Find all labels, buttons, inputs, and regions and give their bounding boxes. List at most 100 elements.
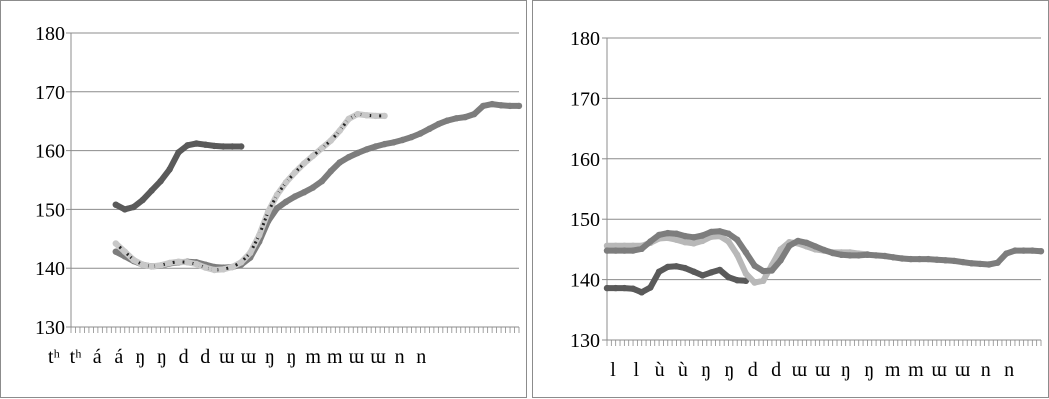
x-tick-label: n (395, 346, 405, 368)
data-point (612, 284, 619, 292)
data-point (336, 127, 343, 134)
data-point (768, 267, 776, 274)
data-point (121, 206, 128, 213)
data-point (933, 256, 940, 263)
data-point (977, 260, 984, 268)
data-point (638, 245, 645, 252)
x-tick-label: ɯ (370, 346, 386, 368)
y-tick-label: 170 (570, 88, 600, 110)
series-line (112, 101, 522, 271)
data-point (621, 284, 628, 292)
data-point (354, 110, 361, 118)
data-point (264, 208, 272, 215)
data-point (139, 196, 146, 204)
x-tick-label: á (114, 346, 123, 368)
data-point (112, 240, 120, 247)
data-point (488, 100, 496, 108)
data-point (506, 102, 514, 110)
data-point (139, 261, 146, 268)
x-tick-label: d (771, 359, 781, 381)
data-point (202, 141, 209, 148)
data-point (148, 187, 155, 194)
data-point (184, 259, 191, 266)
data-point (462, 113, 469, 121)
data-point (318, 178, 326, 185)
y-tick-label: 130 (570, 330, 600, 352)
x-tick-label: ɯ (349, 346, 365, 368)
y-tick-label: 160 (35, 141, 65, 163)
series-dotted (112, 110, 388, 274)
series-dark (603, 263, 750, 296)
x-tick-label: ɯ (219, 346, 235, 368)
data-point (890, 254, 897, 261)
data-point (968, 260, 975, 267)
data-point (603, 242, 611, 249)
data-point (925, 255, 932, 263)
data-point (959, 258, 967, 266)
data-point (426, 125, 433, 132)
data-point (612, 242, 619, 249)
data-point (898, 255, 906, 262)
x-tick-label: ɯ (241, 346, 257, 368)
x-tick-label: ŋ (701, 359, 711, 381)
data-point (309, 152, 317, 160)
data-point (708, 269, 715, 276)
data-point (471, 110, 478, 118)
data-point (855, 252, 862, 259)
data-point (390, 139, 397, 146)
data-point (786, 242, 793, 249)
data-point (690, 268, 697, 275)
data-point (130, 203, 137, 211)
data-point (751, 279, 758, 286)
data-point (1029, 247, 1036, 254)
data-point (699, 232, 706, 239)
data-point (381, 140, 388, 148)
x-tick-label: ŋ (725, 359, 735, 381)
data-point (435, 120, 442, 128)
data-point (130, 256, 137, 264)
data-point (664, 263, 671, 271)
data-point (846, 252, 854, 259)
data-point (229, 143, 236, 150)
data-point (803, 239, 810, 246)
data-point (812, 243, 819, 250)
data-point (327, 168, 334, 175)
x-tick-label: ɯ (955, 359, 971, 381)
data-point (336, 159, 343, 166)
data-point (681, 264, 689, 272)
data-point (673, 263, 680, 270)
gridlines (71, 32, 519, 269)
data-point (647, 284, 654, 291)
data-point (985, 261, 993, 268)
data-point (148, 263, 155, 270)
data-point (942, 257, 949, 264)
data-point (1020, 247, 1027, 254)
data-point (664, 229, 671, 237)
data-point (247, 249, 254, 257)
data-point (273, 191, 281, 198)
data-point (690, 234, 697, 241)
data-point (690, 240, 697, 247)
data-point (673, 230, 680, 237)
data-point (708, 228, 715, 236)
data-point (681, 232, 689, 240)
data-point (881, 252, 888, 260)
series-line (112, 111, 388, 273)
data-point (112, 201, 120, 208)
data-point (621, 242, 628, 249)
data-point (603, 284, 611, 292)
data-point (725, 238, 732, 245)
y-axis: 130 140 150 160 170 180 (570, 28, 608, 352)
y-axis: 130 140 150 160 170 180 (35, 23, 72, 339)
data-point (399, 136, 406, 144)
data-point (716, 266, 723, 274)
x-tick-label: n (416, 346, 426, 368)
data-point (480, 102, 487, 110)
data-point (655, 231, 663, 239)
data-point (372, 112, 379, 120)
data-point (864, 251, 871, 258)
data-point (1011, 247, 1019, 254)
data-point (629, 285, 637, 292)
data-point (372, 143, 379, 150)
x-tick-label: tʰ (48, 346, 61, 368)
